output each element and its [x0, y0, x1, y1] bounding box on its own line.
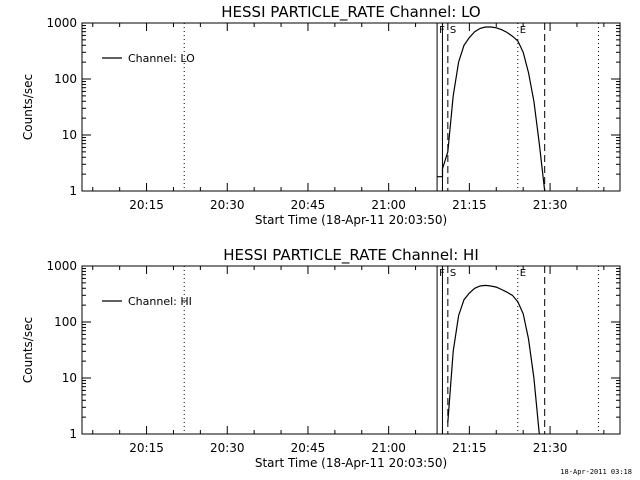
- marker-label: S: [450, 268, 456, 279]
- plot-frame: [81, 265, 621, 435]
- y-tick-label: 1: [69, 427, 77, 441]
- x-tick-label: 21:15: [452, 441, 487, 455]
- y-tick-label: 1000: [46, 16, 77, 30]
- x-tick-label: 20:30: [210, 198, 245, 212]
- series-line: [437, 26, 546, 192]
- plot-frame: [81, 22, 621, 192]
- x-axis-label: Start Time (18-Apr-11 20:03:50): [255, 213, 447, 227]
- marker-label: E: [520, 268, 526, 279]
- chart-panel-2: HESSI PARTICLE_RATE Channel: HI Counts/se…: [21, 246, 621, 470]
- y-axis-label: Counts/sec: [21, 74, 35, 140]
- chart-title: HESSI PARTICLE_RATE Channel: LO: [221, 3, 480, 22]
- x-tick-label: 20:15: [129, 441, 164, 455]
- y-tick-label: 10: [62, 128, 77, 142]
- y-tick-label: 1: [69, 184, 77, 198]
- x-tick-label: 21:00: [371, 198, 406, 212]
- y-axis-label: Counts/sec: [21, 317, 35, 383]
- y-tick-label: 100: [54, 72, 77, 86]
- y-tick-label: 100: [54, 315, 77, 329]
- x-tick-label: 20:45: [291, 198, 326, 212]
- plot-timestamp: 18-Apr-2011 03:18: [560, 468, 632, 476]
- legend-entry: Channel: LO: [128, 52, 195, 65]
- series-line: [447, 284, 540, 435]
- x-tick-label: 20:15: [129, 198, 164, 212]
- x-tick-label: 21:30: [533, 198, 568, 212]
- x-tick-label: 21:00: [371, 441, 406, 455]
- chart-panel-1: HESSI PARTICLE_RATE Channel: LO Counts/se…: [21, 3, 621, 227]
- x-axis-label: Start Time (18-Apr-11 20:03:50): [255, 456, 447, 470]
- chart-title: HESSI PARTICLE_RATE Channel: HI: [223, 246, 479, 265]
- marker-label: E: [520, 25, 526, 36]
- x-tick-label: 21:30: [533, 441, 568, 455]
- x-tick-label: 20:45: [291, 441, 326, 455]
- marker-label: S: [450, 25, 456, 36]
- y-tick-label: 1000: [46, 259, 77, 273]
- y-tick-label: 10: [62, 371, 77, 385]
- legend-entry: Channel: HI: [128, 295, 192, 308]
- x-tick-label: 20:30: [210, 441, 245, 455]
- x-tick-label: 21:15: [452, 198, 487, 212]
